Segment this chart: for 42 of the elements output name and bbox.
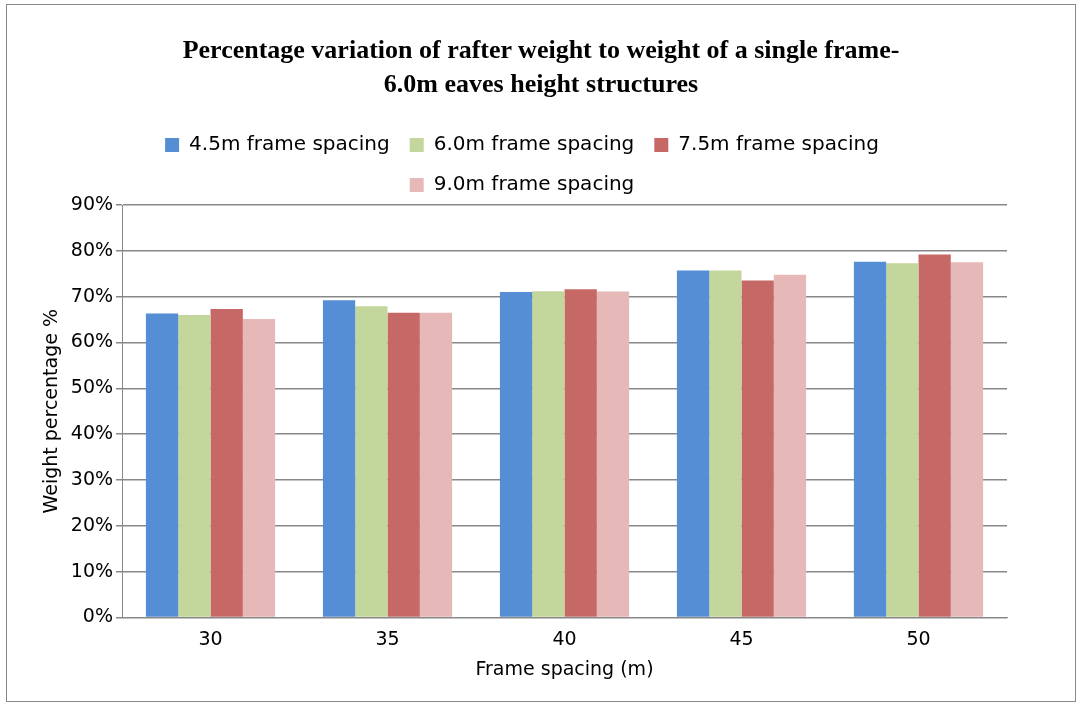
bar [564,289,597,617]
bar [242,319,276,617]
x-tick-label: 50 [906,626,931,649]
x-axis-title: Frame spacing (m) [475,656,654,679]
legend-label: 9.0m frame spacing [433,171,635,196]
bar [355,306,388,617]
bar [741,280,774,617]
y-tick-label: 0% [82,604,114,627]
y-tick-label: 70% [70,283,114,306]
y-tick-label: 80% [70,237,114,260]
legend-label: 4.5m frame spacing [189,131,390,156]
bar [676,270,710,617]
y-tick-label: 90% [70,191,114,214]
bar [178,314,211,617]
bar [532,291,565,617]
bar [210,309,243,617]
bar [709,270,742,617]
bar [773,274,807,617]
legend-label: 7.5m frame spacing [678,131,879,156]
bar [853,261,887,617]
bar [918,254,951,617]
x-tick-label: 30 [198,626,223,649]
y-tick-label: 60% [70,329,114,352]
y-tick-label: 20% [70,512,114,535]
y-axis-title: Weight percentage % [39,308,62,514]
bar [886,263,919,617]
bar [419,312,453,617]
legend-label: 6.0m frame spacing [433,131,635,156]
y-tick-label: 30% [70,466,114,489]
bar [499,292,533,617]
bar [145,313,179,617]
bar [387,312,420,617]
y-tick-label: 10% [70,558,114,581]
x-tick-label: 40 [552,626,577,649]
x-tick-label: 35 [375,626,400,649]
bar [596,291,630,617]
y-tick-label: 40% [70,421,114,444]
bar [322,300,356,617]
x-tick-label: 45 [729,626,754,649]
chart-title: Percentage variation of rafter weight to weight of a single frame- 6.0m eaves height structures [181,34,901,100]
bar [950,262,984,617]
y-tick-label: 50% [70,375,114,398]
